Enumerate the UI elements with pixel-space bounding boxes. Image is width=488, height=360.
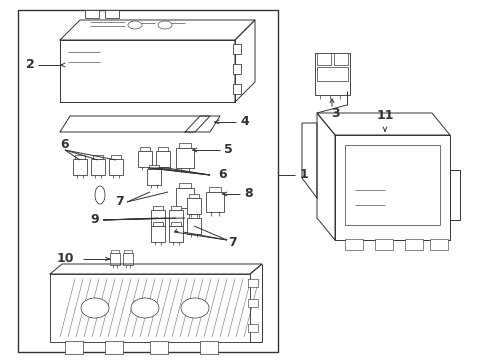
Bar: [123, 253, 133, 265]
Bar: [109, 159, 123, 175]
Bar: [171, 206, 181, 210]
Bar: [179, 143, 191, 148]
Bar: [73, 159, 87, 175]
Bar: [374, 239, 392, 250]
Bar: [179, 183, 191, 188]
Ellipse shape: [81, 298, 109, 318]
Bar: [153, 222, 163, 226]
Bar: [111, 155, 121, 159]
Bar: [147, 169, 161, 185]
Bar: [50, 274, 249, 342]
Text: 4: 4: [240, 116, 248, 129]
Ellipse shape: [181, 298, 208, 318]
Text: 11: 11: [375, 109, 393, 122]
Text: 3: 3: [330, 108, 339, 121]
Ellipse shape: [95, 186, 105, 204]
Bar: [186, 218, 201, 234]
Bar: [124, 250, 132, 253]
Bar: [429, 239, 447, 250]
Text: 6: 6: [218, 168, 226, 181]
Bar: [105, 341, 123, 354]
Text: 7: 7: [115, 195, 124, 208]
Bar: [91, 159, 105, 175]
Bar: [158, 147, 168, 151]
Bar: [110, 253, 120, 265]
Bar: [65, 341, 83, 354]
Bar: [156, 151, 170, 167]
Bar: [75, 155, 85, 159]
Text: 10: 10: [56, 252, 74, 265]
Bar: [153, 206, 163, 210]
Ellipse shape: [131, 298, 159, 318]
Bar: [232, 64, 241, 74]
Text: 2: 2: [25, 58, 34, 72]
Bar: [345, 145, 439, 225]
Bar: [151, 210, 164, 226]
Text: 1: 1: [299, 168, 308, 181]
Text: 6: 6: [61, 139, 69, 152]
Bar: [232, 44, 241, 54]
Bar: [140, 147, 150, 151]
Bar: [200, 341, 218, 354]
Bar: [105, 10, 119, 18]
Bar: [169, 226, 183, 242]
Bar: [333, 53, 347, 65]
Bar: [169, 210, 183, 226]
Text: 8: 8: [244, 188, 252, 201]
Bar: [151, 226, 164, 242]
Bar: [189, 194, 199, 198]
Ellipse shape: [128, 21, 142, 29]
Bar: [232, 84, 241, 94]
Bar: [345, 239, 362, 250]
Bar: [316, 53, 330, 65]
Text: 7: 7: [227, 235, 236, 248]
Bar: [18, 10, 278, 352]
Bar: [111, 250, 119, 253]
Bar: [85, 10, 99, 18]
Bar: [314, 53, 349, 95]
Bar: [247, 324, 258, 332]
Text: 9: 9: [90, 213, 99, 226]
Text: 5: 5: [224, 144, 232, 157]
Bar: [186, 198, 201, 214]
Bar: [150, 341, 168, 354]
Bar: [247, 299, 258, 307]
Bar: [149, 165, 159, 169]
Bar: [171, 222, 181, 226]
Bar: [93, 155, 103, 159]
Bar: [205, 192, 224, 212]
Bar: [189, 214, 199, 218]
Bar: [316, 67, 347, 81]
Bar: [176, 188, 194, 208]
Bar: [404, 239, 422, 250]
Bar: [247, 279, 258, 287]
Bar: [138, 151, 152, 167]
Bar: [176, 148, 194, 168]
Bar: [208, 187, 221, 192]
Ellipse shape: [158, 21, 172, 29]
